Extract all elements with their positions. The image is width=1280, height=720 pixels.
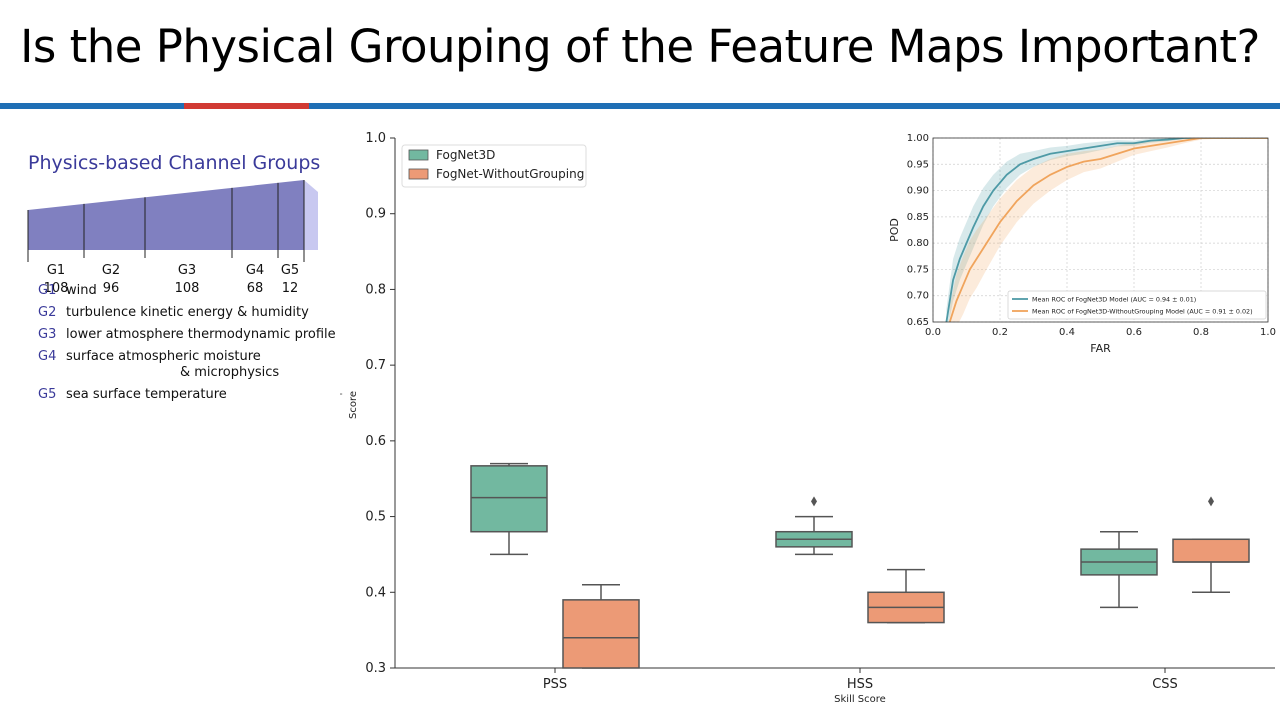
group-count-label: 108 <box>44 281 69 296</box>
y-tick-label: 0.4 <box>365 585 386 600</box>
roc-band <box>949 138 1268 322</box>
group-code-label: G1 <box>47 263 65 278</box>
group-bar <box>28 180 304 250</box>
y-tick-label: 0.8 <box>365 282 386 297</box>
roc-line <box>948 138 1268 322</box>
group-legend-desc: surface atmospheric moisture <box>66 349 261 364</box>
x-tick-label: HSS <box>847 677 873 692</box>
roc-y-tick-label: 0.75 <box>907 264 929 275</box>
channel-groups-title: Physics-based Channel Groups <box>28 152 321 174</box>
y-tick-label: 0.9 <box>365 207 386 222</box>
group-legend-row: G4 surface atmospheric moisture <box>38 346 358 368</box>
group-legend-desc: sea surface temperature <box>66 387 227 402</box>
roc-legend-frame <box>1007 290 1267 320</box>
y-axis-label-mark: ' <box>339 393 348 395</box>
roc-y-tick-label: 1.00 <box>907 133 929 144</box>
roc-x-axis-label: FAR <box>1090 342 1111 355</box>
box-fognet3d-pss <box>470 462 548 556</box>
roc-legend-label: Mean ROC of FogNet3D Model (AUC = 0.94 ±… <box>1032 296 1196 304</box>
x-tick-label: CSS <box>1152 677 1178 692</box>
group-legend-code: G5 <box>38 387 57 402</box>
channel-groups-legend: G1 wind G2 turbulence kinetic energy & humi… <box>38 280 358 406</box>
group-legend-row: G2 turbulence kinetic energy & humidity <box>38 302 358 324</box>
roc-curve-chart: 0.0 0.2 0.4 0.6 0.8 1.0 0.65 0.70 0.75 0.80 0.85 0.… <box>888 133 1276 355</box>
y-axis-label-group: Score' <box>339 391 359 419</box>
legend-frame <box>401 144 587 188</box>
group-count-label: 12 <box>282 281 299 296</box>
roc-legend: Mean ROC of FogNet3D Model (AUC = 0.94 ±… <box>1007 290 1267 320</box>
roc-frame <box>932 137 1269 323</box>
group-count-label: 96 <box>103 281 120 296</box>
group-legend-code: G2 <box>38 305 57 320</box>
box-fognet-withoutgrouping-css <box>1172 496 1250 594</box>
roc-x-tick-label: 0.8 <box>1193 327 1209 338</box>
roc-plot-area <box>945 138 1268 322</box>
roc-x-tick-label: 0.2 <box>992 327 1008 338</box>
box-iqr <box>562 599 640 669</box>
roc-y-tick-label: 0.70 <box>907 291 929 302</box>
box-iqr <box>1172 538 1250 563</box>
group-legend-code: G3 <box>38 327 57 342</box>
group-code-label: G4 <box>246 263 264 278</box>
group-legend-desc: wind <box>66 283 97 298</box>
roc-line <box>945 138 1268 322</box>
roc-y-tick-label: 0.85 <box>907 212 929 223</box>
roc-x-tick-label: 1.0 <box>1260 327 1276 338</box>
box-fognet3d-css <box>1080 530 1158 609</box>
group-legend-code: G4 <box>38 349 57 364</box>
x-axis-label: Skill Score <box>834 694 886 705</box>
group-count-label: 108 <box>175 281 200 296</box>
group-legend-desc-continued: & microphysics <box>180 365 280 380</box>
roc-y-tick-label: 0.90 <box>907 186 929 197</box>
group-bar-end <box>304 180 318 250</box>
roc-y-axis-label: POD <box>888 218 901 242</box>
legend-swatch <box>408 149 429 161</box>
box-outlier <box>811 496 817 507</box>
group-legend-desc: lower atmosphere thermodynamic profile <box>66 327 336 342</box>
group-code-label: G3 <box>178 263 196 278</box>
group-count-label: 68 <box>247 281 264 296</box>
roc-x-tick-label: 0.0 <box>925 327 941 338</box>
box-fognet-withoutgrouping-pss <box>562 583 640 669</box>
group-legend-row: G1 wind <box>38 280 358 302</box>
x-tick-label: PSS <box>543 677 567 692</box>
boxplot-legend: FogNet3D FogNet-WithoutGrouping <box>401 144 587 188</box>
box-outlier <box>1208 496 1214 507</box>
group-legend-row: G5 sea surface temperature <box>38 384 358 406</box>
box-iqr <box>470 465 548 533</box>
legend-swatch <box>408 168 429 180</box>
skill-score-boxplot: 0.3 0.4 0.5 0.6 0.7 0.8 0.9 1.0 PSS HSS CSS FogNet3… <box>339 131 1275 705</box>
roc-x-tick-label: 0.4 <box>1059 327 1075 338</box>
y-tick-label: 0.3 <box>365 661 386 676</box>
roc-y-tick-label: 0.65 <box>907 317 929 328</box>
title-rule-red-accent <box>184 103 309 109</box>
roc-x-tick-label: 0.6 <box>1126 327 1142 338</box>
y-axis-label: Score <box>348 391 359 419</box>
group-legend-desc: turbulence kinetic energy & humidity <box>66 305 309 320</box>
channel-groups-panel: Physics-based Channel Groups G1 108 G2 96 G3… <box>0 140 350 420</box>
slide-title: Is the Physical Grouping of the Feature … <box>20 20 1260 73</box>
group-code-label: G5 <box>281 263 299 278</box>
box-fognet3d-hss <box>775 496 853 556</box>
group-code-label: G2 <box>102 263 120 278</box>
group-legend-row: G3 lower atmosphere thermodynamic profile <box>38 324 358 346</box>
y-tick-label: 0.5 <box>365 510 386 525</box>
roc-y-tick-label: 0.95 <box>907 159 929 170</box>
box-fognet-withoutgrouping-hss <box>867 568 945 624</box>
y-tick-label: 0.6 <box>365 434 386 449</box>
roc-legend-label: Mean ROC of FogNet3D-WithoutGrouping Mod… <box>1032 308 1253 316</box>
title-rule-blue <box>0 103 1280 109</box>
legend-label: FogNet3D <box>436 148 495 162</box>
roc-y-tick-label: 0.80 <box>907 238 929 249</box>
group-legend-code: G1 <box>38 283 57 298</box>
title-rule <box>0 103 1280 109</box>
legend-label: FogNet-WithoutGrouping <box>436 167 584 181</box>
y-tick-label: 1.0 <box>365 131 386 146</box>
y-tick-label: 0.7 <box>365 358 386 373</box>
